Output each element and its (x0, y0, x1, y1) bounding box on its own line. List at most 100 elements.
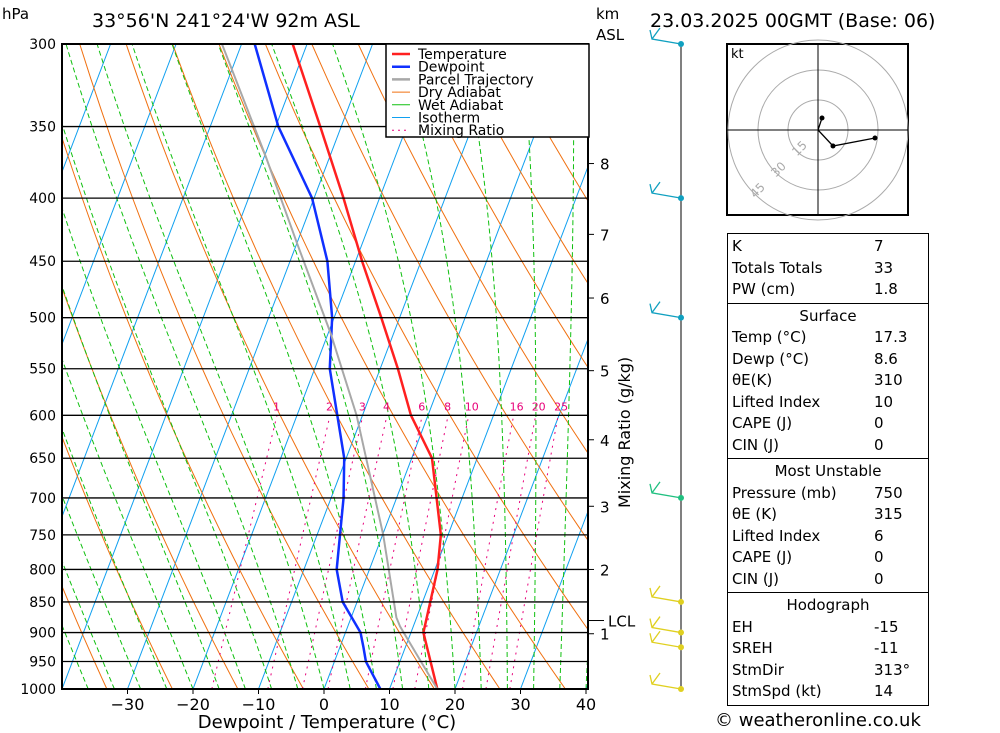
mixing-ratio-label: 8 (444, 400, 451, 413)
index-row: PW (cm) 1.8 (728, 279, 928, 301)
wet-adiabat-line (521, 44, 537, 689)
section-title: Surface (799, 306, 857, 325)
index-row: SREH -11 (728, 638, 928, 660)
wind-barb-flag (651, 301, 661, 314)
dry-adiabat-line (311, 44, 588, 542)
index-row: Temp (°C) 17.3 (728, 327, 928, 349)
pressure-tick-label: 750 (29, 528, 56, 544)
index-value: 750 (874, 483, 903, 502)
x-tick-label: 10 (379, 695, 399, 714)
mixing-ratio-axis-title: Mixing Ratio (g/kg) (615, 357, 634, 508)
mixing-ratio-label: 4 (383, 400, 390, 413)
index-row: Totals Totals 33 (728, 258, 928, 280)
index-value: 1.8 (874, 280, 898, 298)
dry-adiabat-line (357, 44, 588, 454)
wet-adiabat-line (559, 44, 575, 689)
index-value: 310 (874, 371, 903, 389)
index-value: -11 (874, 639, 899, 657)
mixing-ratio-label: 10 (465, 400, 479, 413)
isotherm-line (62, 44, 112, 174)
wind-barb-flag (651, 616, 661, 628)
mixing-ratio-label: 1 (273, 400, 280, 413)
legend-label: Wet Adiabat (418, 98, 504, 114)
indices-table: K 7 Totals Totals 33 PW (cm) 1.8 Surface Temp … (727, 233, 929, 706)
index-label: Temp (°C) (732, 328, 807, 346)
wet-adiabat-line (217, 44, 404, 689)
wind-barb (649, 183, 682, 199)
index-label: Dewp (°C) (732, 349, 810, 368)
wet-adiabat-line (62, 494, 142, 689)
index-row: Lifted Index 10 (728, 392, 928, 414)
legend-box (385, 43, 590, 138)
x-tick-label: −10 (242, 695, 276, 714)
mixing-ratio-label: 3 (359, 400, 366, 413)
dry-adiabat-line (450, 44, 588, 285)
most-unstable-section: Most Unstable Pressure (mb) 750 θE (K) 315 Li… (728, 458, 928, 592)
x-axis-title: Dewpoint / Temperature (°C) (198, 712, 456, 733)
index-value: 313° (874, 660, 911, 679)
index-label: CAPE (J) (732, 548, 793, 566)
index-row: Lifted Index 6 (728, 526, 928, 548)
mixing-ratio-label: 6 (418, 400, 425, 413)
index-label: CIN (J) (732, 569, 780, 588)
index-row: CAPE (J) 0 (728, 413, 928, 435)
mixing-ratio-line (211, 415, 278, 689)
wind-barb (649, 483, 682, 499)
index-value: 14 (874, 682, 894, 700)
wind-barb-flag (651, 181, 661, 194)
km-tick-label: 3 (600, 498, 610, 516)
lcl-label: LCL (608, 613, 636, 631)
wind-barb (649, 303, 682, 319)
wind-barb (649, 618, 682, 634)
mixing-ratio-line (485, 415, 537, 689)
legend-label: Mixing Ratio (418, 123, 504, 139)
legend-label: Temperature (417, 47, 507, 63)
mixing-ratio-label: 16 (510, 400, 524, 413)
indices-top-section: K 7 Totals Totals 33 PW (cm) 1.8 (728, 234, 928, 303)
index-value: 33 (874, 258, 894, 277)
mixing-ratio-label: 25 (554, 400, 568, 413)
index-value: 10 (874, 392, 894, 411)
isotherm-line (323, 44, 570, 689)
index-value: -15 (874, 617, 899, 636)
index-row: StmSpd (kt) 14 (728, 681, 928, 703)
x-tick-label: 20 (445, 695, 465, 714)
dewpoint-trace (253, 44, 382, 689)
hodograph-point (830, 143, 836, 149)
pressure-tick-label: 300 (29, 37, 56, 53)
dry-adiabat-line (62, 584, 108, 689)
x-tick-label: 0 (319, 695, 329, 714)
copyright-footer: © weatheronline.co.uk (715, 710, 921, 731)
index-value: 315 (874, 505, 903, 523)
legend-label: Dewpoint (418, 60, 485, 76)
index-row: Dewp (°C) 8.6 (728, 349, 928, 371)
wet-adiabat-line (131, 44, 351, 689)
mixing-ratio-line (301, 415, 364, 689)
index-label: EH (732, 617, 753, 636)
hodograph-unit: kt (731, 47, 744, 62)
legend-label: Isotherm (418, 111, 480, 127)
isotherm-line (454, 337, 588, 689)
x-tick-label: −30 (111, 695, 145, 714)
pressure-tick-label: 500 (29, 311, 56, 327)
km-tick-label: 4 (600, 432, 610, 450)
wind-barb-flag (651, 672, 661, 685)
km-tick-label: 7 (600, 226, 610, 244)
index-label: Totals Totals (732, 258, 823, 277)
mixing-ratio-label: 2 (326, 400, 333, 413)
hodograph-point (872, 135, 878, 141)
index-value: 0 (874, 569, 884, 588)
pressure-tick-label: 950 (29, 655, 56, 671)
isotherm-line (62, 44, 308, 689)
index-row: θE(K) 310 (728, 370, 928, 392)
km-tick-label: 1 (600, 626, 610, 644)
index-label: StmSpd (kt) (732, 682, 822, 700)
km-tick-label: 6 (600, 290, 610, 308)
wind-barb-flag (651, 585, 661, 598)
pressure-tick-label: 800 (29, 562, 56, 578)
index-value: 8.6 (874, 349, 898, 368)
